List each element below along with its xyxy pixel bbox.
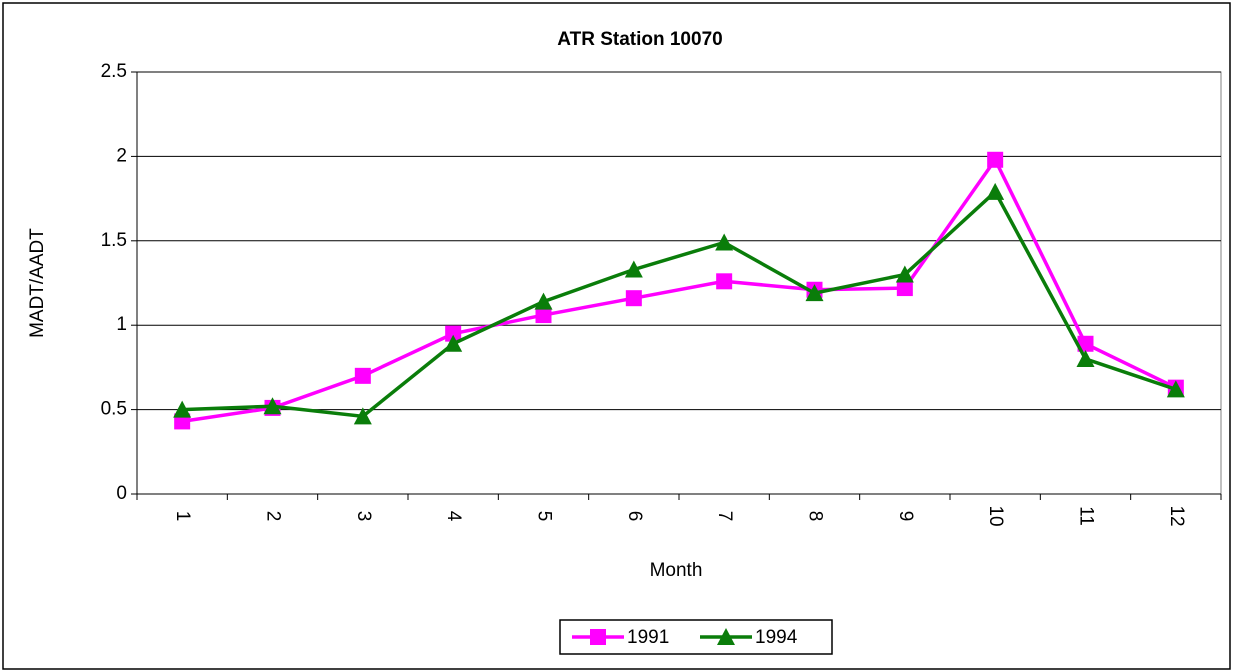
y-tick-label: 2 <box>116 145 127 166</box>
y-tick-label: 1 <box>116 314 127 335</box>
legend-marker <box>717 628 735 645</box>
data-point <box>987 151 1004 168</box>
data-point <box>1076 349 1095 367</box>
data-point <box>986 182 1005 200</box>
data-point <box>354 367 371 384</box>
x-tick-label: 5 <box>533 511 554 522</box>
data-point <box>896 280 913 297</box>
y-axis-label: MADT/AADT <box>27 228 48 338</box>
data-point <box>805 284 824 302</box>
x-tick-label: 2 <box>262 511 283 522</box>
legend-marker <box>590 629 606 645</box>
y-tick-label: 0 <box>116 483 127 504</box>
y-tick-label: 0.5 <box>101 399 127 420</box>
series-line <box>181 156 1177 424</box>
x-tick-label: 11 <box>1075 506 1096 526</box>
data-point <box>534 292 553 310</box>
y-tick-label: 1.5 <box>101 230 127 251</box>
data-point <box>895 265 914 283</box>
data-point <box>444 334 463 352</box>
data-point <box>173 400 192 418</box>
data-point <box>625 290 642 307</box>
y-tick-label: 2.5 <box>101 61 127 82</box>
x-tick-label: 12 <box>1166 505 1187 526</box>
legend-label: 1991 <box>627 627 669 648</box>
x-tick-label: 6 <box>624 511 645 522</box>
legend-label: 1994 <box>755 627 798 648</box>
data-point <box>1077 335 1094 352</box>
data-point <box>353 407 372 425</box>
x-tick-label: 9 <box>895 511 916 522</box>
data-point <box>715 233 734 251</box>
x-tick-label: 1 <box>172 511 193 522</box>
x-tick-label: 4 <box>443 511 464 522</box>
data-point <box>716 273 733 290</box>
series-line <box>182 189 1177 419</box>
x-tick-label: 8 <box>804 511 825 522</box>
data-point <box>535 307 552 324</box>
x-tick-label: 7 <box>714 511 735 522</box>
chart-title: ATR Station 10070 <box>557 29 722 50</box>
data-point <box>624 260 643 278</box>
x-axis-label: Month <box>650 560 703 581</box>
x-tick-label: 3 <box>353 511 374 522</box>
data-point <box>445 325 462 342</box>
data-point <box>1166 380 1185 398</box>
x-tick-label: 10 <box>985 505 1006 526</box>
data-point <box>263 397 282 415</box>
